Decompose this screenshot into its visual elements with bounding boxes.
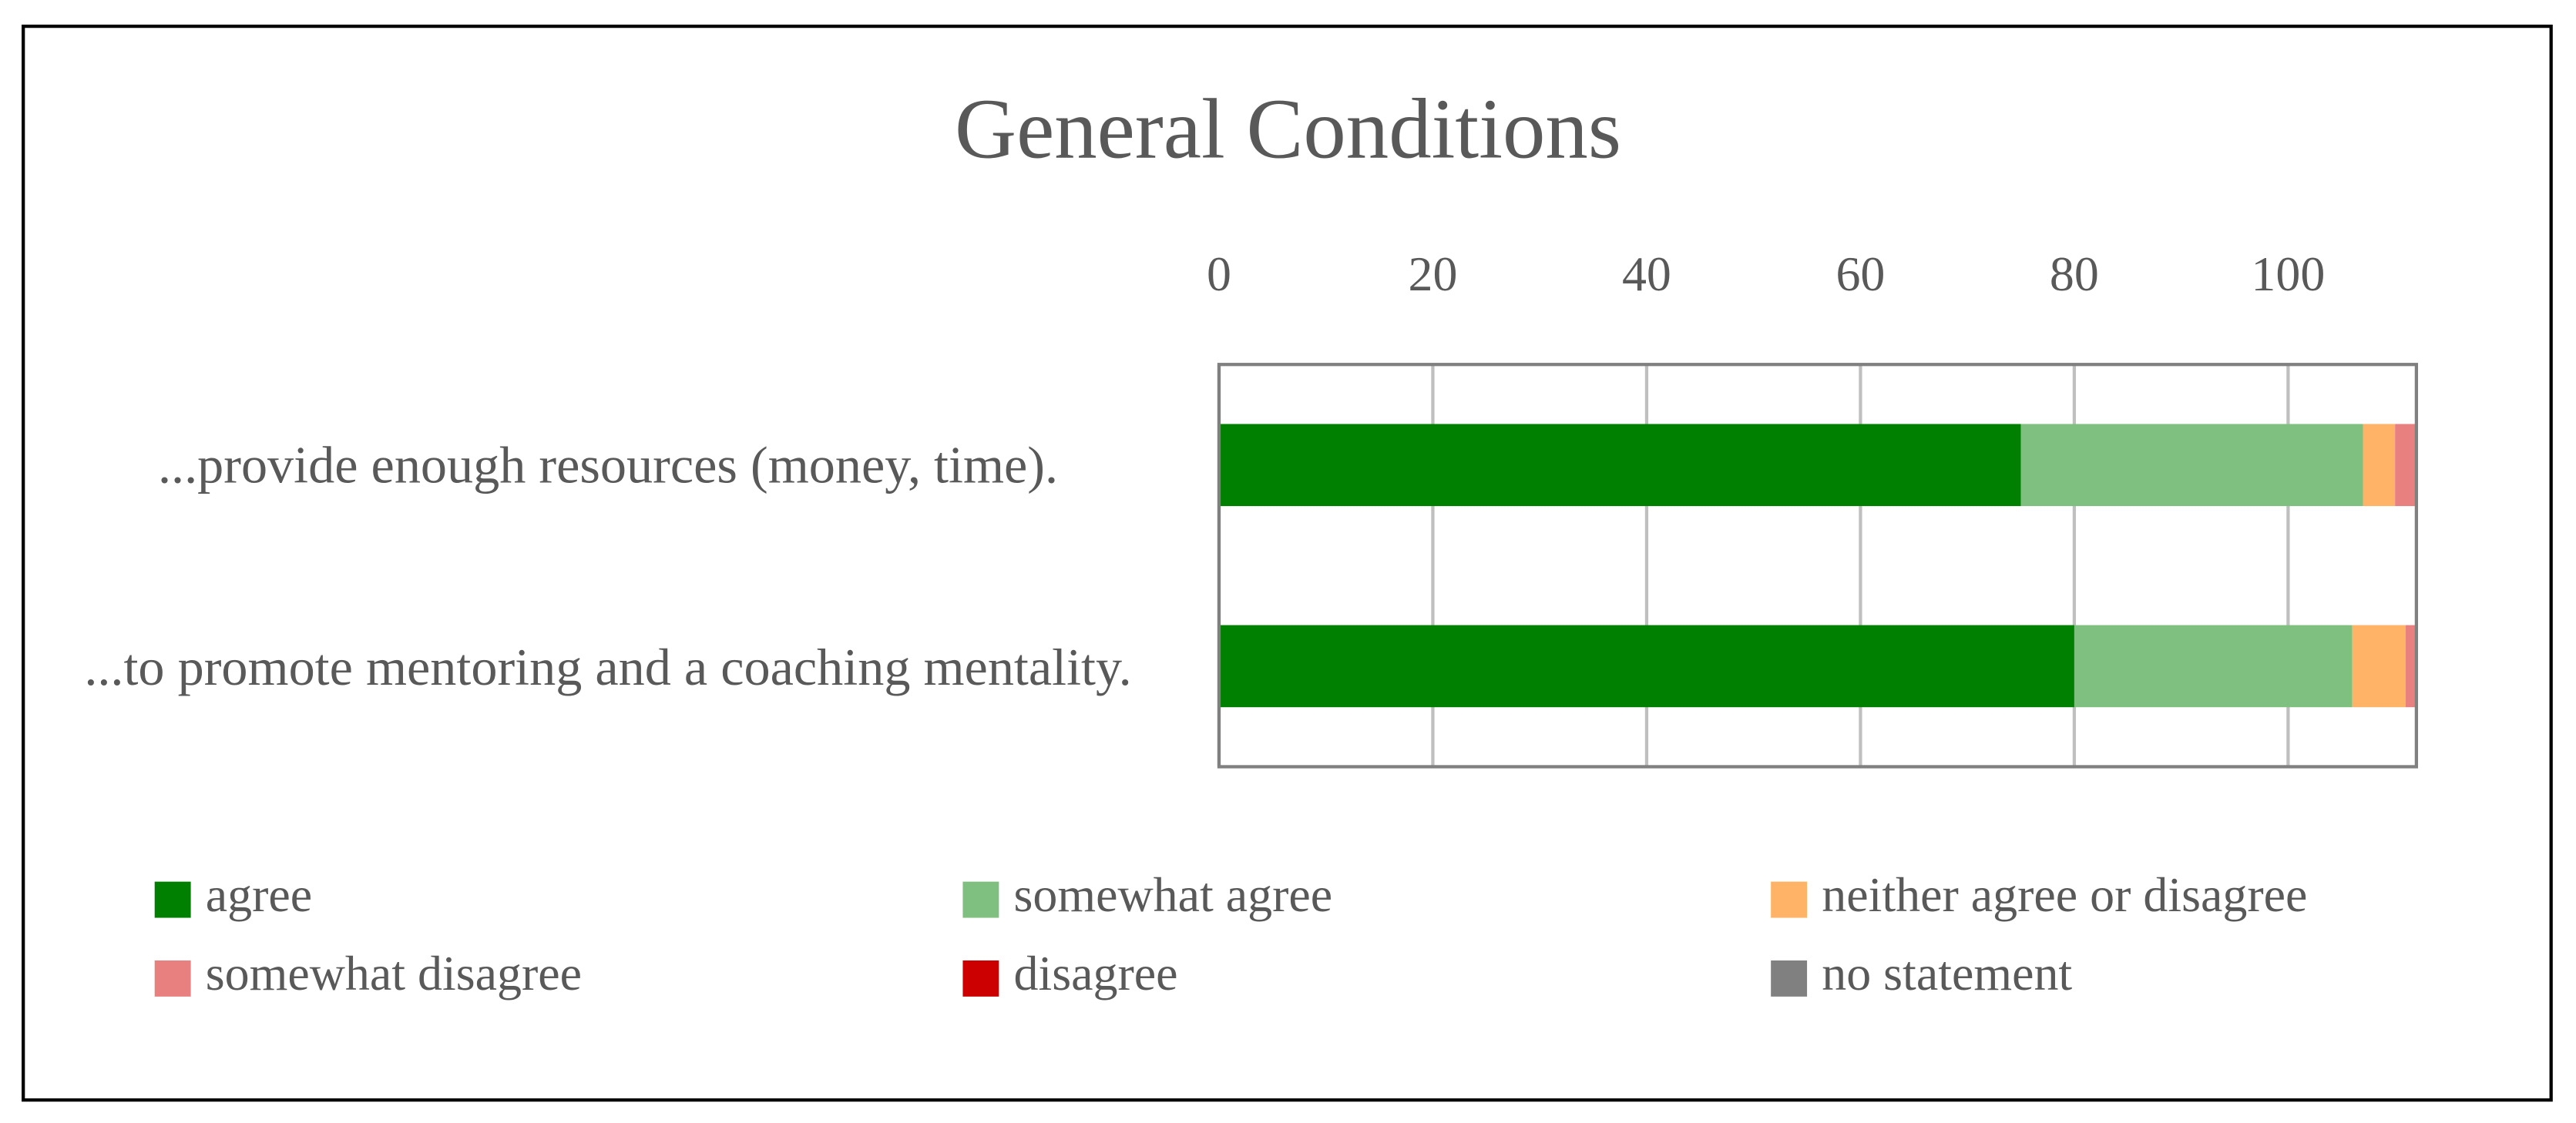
bar-segment	[1218, 424, 2021, 507]
category-label-box: ...provide enough resources (money, time…	[157, 435, 1059, 495]
legend-swatch	[962, 881, 999, 918]
x-tick-label: 100	[2251, 246, 2325, 301]
legend-label: somewhat agree	[1014, 867, 1333, 922]
x-tick-label: 20	[1408, 246, 1457, 301]
legend-label: no statement	[1822, 946, 2072, 1001]
legend-swatch	[154, 881, 191, 918]
legend-swatch	[1771, 960, 1808, 997]
bar-segment	[2395, 424, 2416, 507]
bar-segment	[2020, 424, 2363, 507]
bar-segment	[2352, 625, 2406, 708]
chart-title: General Conditions	[955, 81, 1621, 176]
legend-label: somewhat disagree	[206, 946, 582, 1001]
legend-label: agree	[206, 867, 312, 922]
legend-swatch	[1771, 881, 1808, 918]
legend-label: disagree	[1014, 946, 1178, 1001]
x-tick-label: 0	[1207, 246, 1231, 301]
category-label: ...provide enough resources (money, time…	[157, 435, 1059, 495]
chart-border	[22, 24, 2553, 1102]
legend-swatch	[154, 960, 191, 997]
bar-segment	[2074, 625, 2353, 708]
bar-segment	[1218, 625, 2074, 708]
plot-border	[1217, 363, 2419, 769]
legend-swatch	[962, 960, 999, 997]
category-label: ...to promote mentoring and a coaching m…	[84, 636, 1132, 696]
x-tick-label: 60	[1835, 246, 1885, 301]
legend-label: neither agree or disagree	[1822, 867, 2307, 922]
category-label-box: ...to promote mentoring and a coaching m…	[84, 636, 1132, 696]
x-tick-label: 80	[2050, 246, 2099, 301]
x-tick-label: 40	[1622, 246, 1671, 301]
bar-segment	[2363, 424, 2396, 507]
bar-segment	[2406, 625, 2416, 708]
